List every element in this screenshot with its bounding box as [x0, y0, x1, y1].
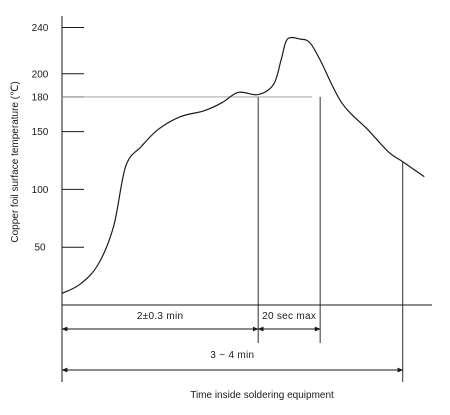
y-tick-label-240: 240	[32, 23, 49, 34]
y-tick-label-100: 100	[32, 185, 49, 196]
y-tick-labels: 240 200 180 150 100 50	[32, 23, 49, 254]
dimension-label-3-4min: 3 ~ 4 min	[210, 350, 254, 361]
y-tick-label-200: 200	[32, 69, 49, 80]
dimension-label-20sec: 20 sec max	[262, 311, 316, 322]
y-axis-title: Copper foil surface temperature (℃)	[10, 81, 21, 242]
dimension-label-2min: 2±0.3 min	[137, 311, 184, 322]
y-tick-label-50: 50	[34, 243, 46, 254]
temperature-profile-line	[61, 36, 425, 294]
y-tick-label-150: 150	[32, 127, 49, 138]
y-ticks	[62, 27, 84, 248]
y-tick-label-180: 180	[32, 92, 49, 103]
x-axis-title: Time inside soldering equipment	[190, 390, 334, 401]
